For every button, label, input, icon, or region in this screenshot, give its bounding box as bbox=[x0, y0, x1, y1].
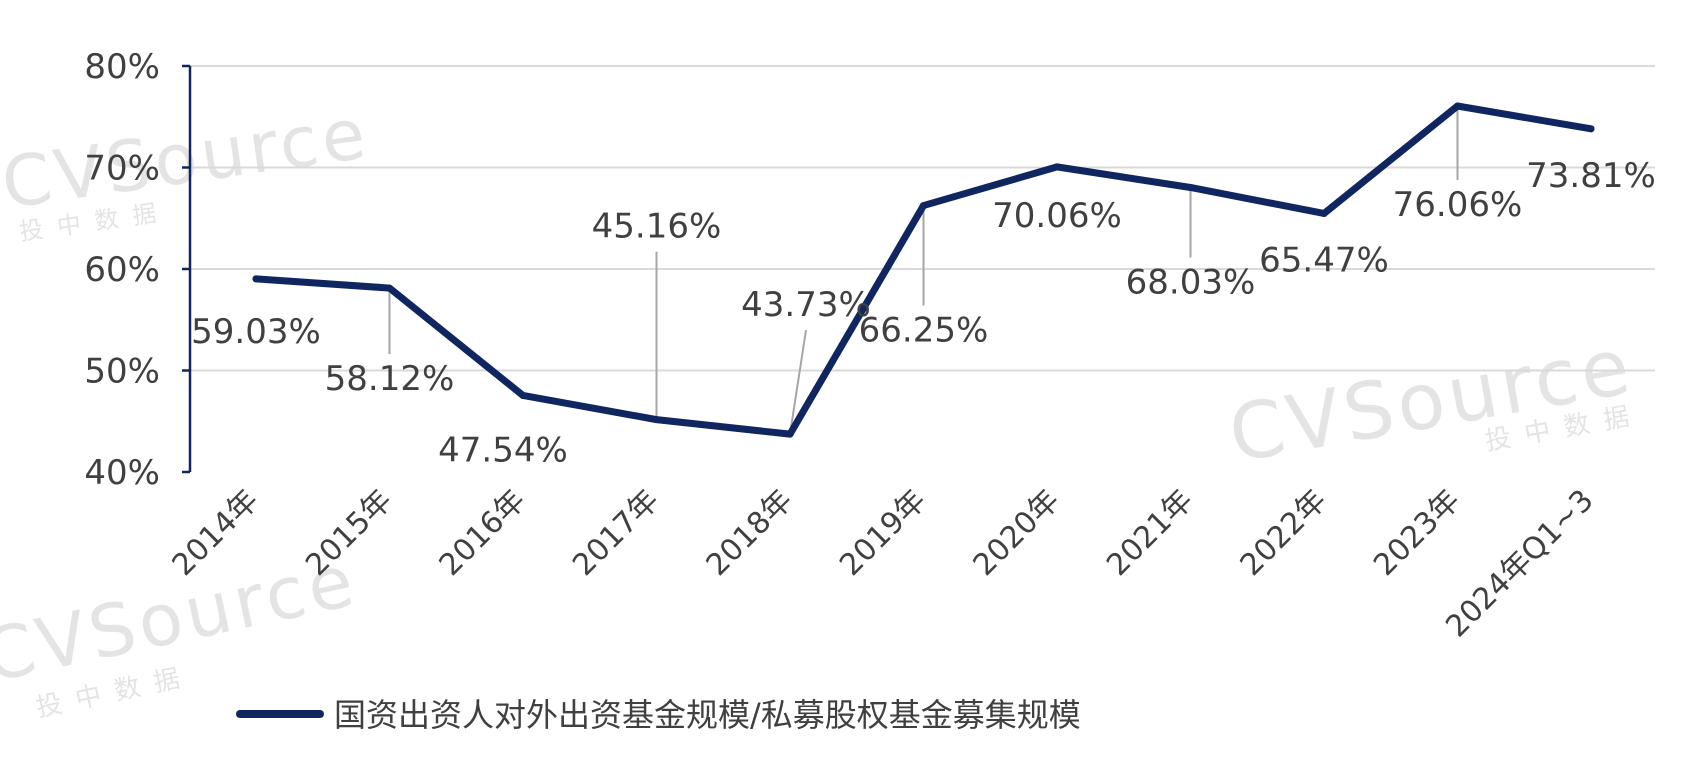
data-label: 70.06% bbox=[992, 196, 1122, 236]
data-point bbox=[519, 391, 527, 399]
data-point bbox=[1187, 183, 1194, 191]
series-line bbox=[252, 102, 1595, 438]
data-point bbox=[1053, 163, 1061, 171]
data-point bbox=[920, 202, 927, 210]
legend-label: 国资出资人对外出资基金规模/私募股权基金募集规模 bbox=[334, 696, 1081, 734]
y-tick-label: 60% bbox=[84, 250, 160, 290]
watermark-brand: CVSource bbox=[1223, 321, 1640, 480]
data-label: 45.16% bbox=[592, 207, 722, 247]
data-point bbox=[1454, 102, 1461, 110]
data-point bbox=[1320, 209, 1328, 217]
data-label: 65.47% bbox=[1259, 240, 1389, 280]
data-label: 68.03% bbox=[1126, 262, 1256, 302]
data-point bbox=[786, 430, 794, 438]
data-label: 73.81% bbox=[1526, 156, 1656, 196]
data-label: 47.54% bbox=[438, 430, 568, 470]
y-tick-label: 70% bbox=[84, 149, 160, 189]
y-tick-label: 40% bbox=[84, 453, 160, 493]
x-tick-label: 2020年 bbox=[967, 483, 1067, 583]
x-tick-label: 2019年 bbox=[833, 483, 933, 583]
label-leader-line bbox=[789, 329, 807, 435]
x-tick-label: 2023年 bbox=[1367, 483, 1467, 583]
data-point bbox=[1587, 125, 1595, 133]
y-axis: 40% 50% 60% 70% 80% bbox=[84, 47, 192, 493]
data-point bbox=[653, 416, 660, 424]
y-tick-label: 50% bbox=[84, 352, 160, 392]
x-tick-label: 2021年 bbox=[1100, 483, 1200, 583]
data-label: 58.12% bbox=[325, 359, 455, 399]
x-tick-label: 2017年 bbox=[566, 483, 666, 583]
data-labels: 59.03%58.12% 47.54% 45.16% 43.73%66.25% 70.0… bbox=[191, 156, 1656, 471]
data-point bbox=[252, 275, 260, 283]
x-tick-label: 2016年 bbox=[433, 483, 533, 583]
watermark-brand: CVSource bbox=[0, 92, 374, 225]
data-label: 76.06% bbox=[1393, 185, 1523, 225]
x-tick-label: 2018年 bbox=[700, 483, 800, 583]
legend: 国资出资人对外出资基金规模/私募股权基金募集规模 bbox=[236, 696, 1081, 734]
y-tick-label: 80% bbox=[84, 47, 160, 87]
data-label: 43.73% bbox=[741, 285, 871, 325]
x-tick-label: 2022年 bbox=[1234, 483, 1334, 583]
data-label: 66.25% bbox=[859, 311, 989, 351]
data-point bbox=[386, 284, 393, 292]
x-axis-labels: 2014年 2015年 2016年 2017年 2018年 2019年 2020年 2021年… bbox=[166, 483, 1601, 644]
data-label: 59.03% bbox=[191, 312, 321, 352]
label-leader-lines bbox=[388, 105, 1459, 435]
